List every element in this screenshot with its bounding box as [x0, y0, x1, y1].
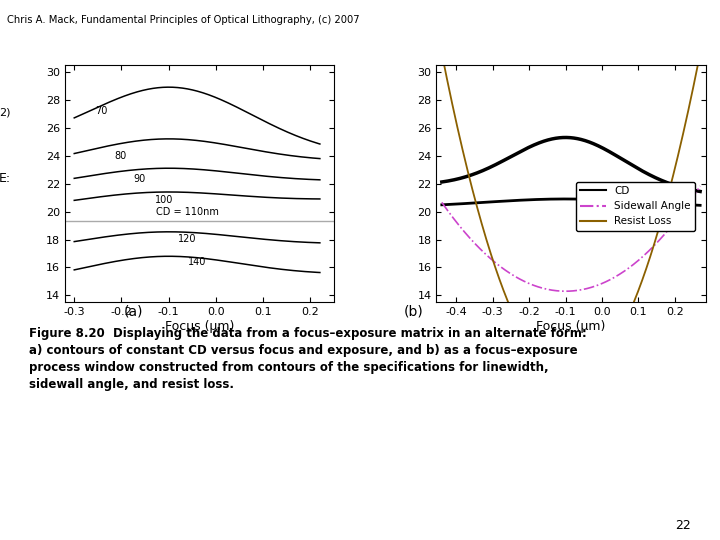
Text: Figure 8.20  Displaying the data from a focus–exposure matrix in an alternate fo: Figure 8.20 Displaying the data from a f… — [29, 327, 587, 391]
Legend: CD, Sidewall Angle, Resist Loss: CD, Sidewall Angle, Resist Loss — [576, 182, 695, 231]
Sidewall Angle — [561, 288, 570, 294]
Resist Loss — [690, 78, 699, 85]
Text: 70: 70 — [96, 106, 108, 116]
CD — [562, 134, 571, 141]
Text: 100: 100 — [155, 195, 173, 205]
Text: 90: 90 — [133, 174, 145, 184]
Sidewall Angle — [562, 288, 571, 294]
Text: 2): 2) — [0, 107, 11, 117]
Sidewall Angle — [577, 286, 586, 293]
Resist Loss — [438, 50, 446, 57]
X-axis label: Focus (μm): Focus (μm) — [165, 320, 234, 333]
Sidewall Angle — [690, 192, 699, 198]
Sidewall Angle — [592, 282, 600, 289]
Text: CD = 110nm: CD = 110nm — [156, 207, 219, 217]
Resist Loss — [577, 374, 586, 380]
Text: 140: 140 — [188, 257, 206, 267]
CD — [592, 141, 600, 148]
Text: (b): (b) — [404, 305, 424, 319]
Text: Chris A. Mack, Fundamental Principles of Optical Lithography, (c) 2007: Chris A. Mack, Fundamental Principles of… — [7, 15, 360, 25]
CD — [561, 134, 570, 141]
Sidewall Angle — [438, 199, 446, 206]
Text: 120: 120 — [178, 234, 197, 244]
Sidewall Angle — [696, 183, 704, 189]
CD — [560, 134, 569, 141]
Resist Loss — [649, 241, 658, 248]
Resist Loss — [696, 50, 704, 57]
Text: 22: 22 — [675, 519, 691, 532]
Sidewall Angle — [560, 288, 569, 294]
CD — [438, 179, 446, 185]
CD — [577, 137, 586, 143]
Text: 80: 80 — [114, 151, 127, 160]
Line: Resist Loss: Resist Loss — [442, 53, 700, 379]
Text: E:: E: — [0, 172, 11, 185]
CD — [696, 188, 704, 195]
X-axis label: Focus (μm): Focus (μm) — [536, 320, 606, 333]
Text: (a): (a) — [123, 305, 143, 319]
Resist Loss — [592, 364, 600, 370]
Line: CD: CD — [442, 138, 700, 192]
Resist Loss — [562, 375, 570, 382]
Resist Loss — [567, 376, 575, 382]
Sidewall Angle — [649, 242, 658, 249]
Resist Loss — [560, 375, 569, 382]
CD — [690, 187, 699, 194]
CD — [649, 174, 658, 180]
Line: Sidewall Angle: Sidewall Angle — [442, 186, 700, 291]
